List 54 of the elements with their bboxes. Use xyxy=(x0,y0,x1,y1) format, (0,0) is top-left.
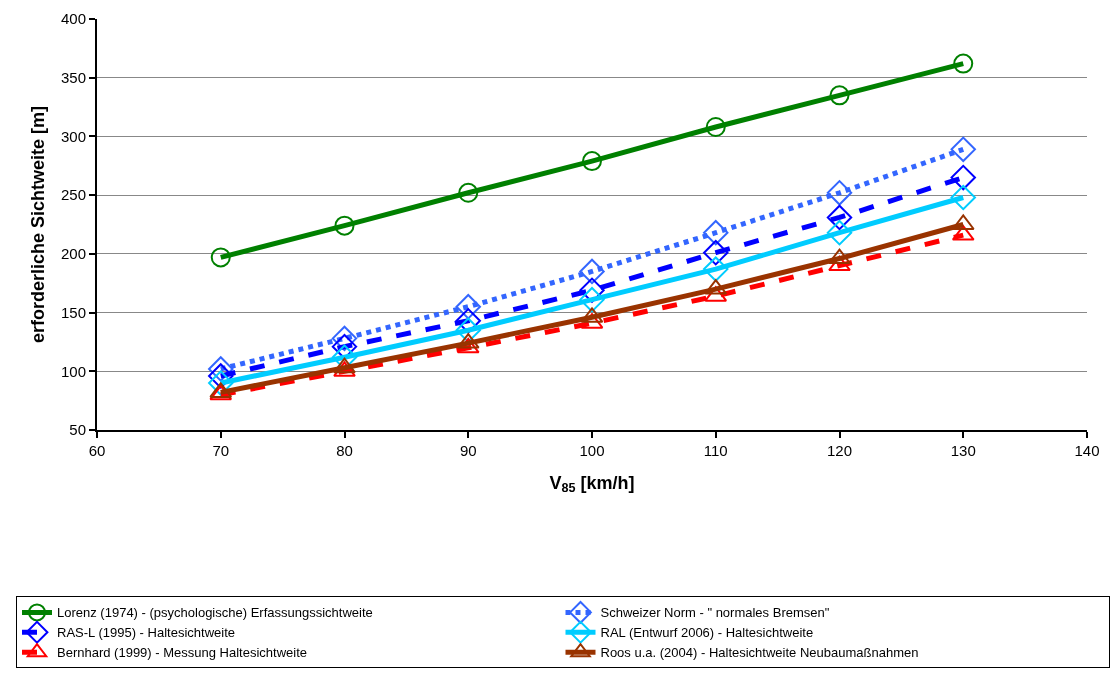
legend-label: RAS-L (1995) - Haltesichtweite xyxy=(57,625,235,641)
x-tick-label: 100 xyxy=(579,442,605,459)
x-tick-label: 140 xyxy=(1074,442,1100,459)
point xyxy=(582,151,602,172)
x-tick-label: 80 xyxy=(336,442,353,459)
point xyxy=(826,220,853,246)
point xyxy=(455,294,481,320)
point xyxy=(331,325,358,352)
point xyxy=(703,220,729,246)
point xyxy=(208,370,234,396)
point xyxy=(950,136,976,163)
point xyxy=(208,356,234,382)
x-tick-label: 60 xyxy=(88,442,106,459)
y-tick-label: 250 xyxy=(60,186,86,204)
point xyxy=(458,182,479,203)
point xyxy=(829,85,850,106)
y-tick-label: 400 xyxy=(60,10,86,28)
x-tick-label: 90 xyxy=(459,442,477,459)
point xyxy=(950,184,976,211)
point xyxy=(828,255,851,272)
x-tick-label: 110 xyxy=(703,442,728,459)
point xyxy=(579,277,605,303)
point xyxy=(455,308,481,334)
point xyxy=(826,204,853,231)
point xyxy=(703,256,729,282)
point xyxy=(334,215,355,236)
point xyxy=(210,247,231,268)
point xyxy=(703,239,729,266)
y-tick-label: 50 xyxy=(69,421,86,439)
point xyxy=(456,337,480,354)
y-tick-label: 200 xyxy=(60,245,86,263)
y-tick-label: 150 xyxy=(60,303,86,321)
y-axis-title: erforderliche Sichtweite [m] xyxy=(27,105,48,344)
point xyxy=(826,180,853,206)
point xyxy=(208,363,234,389)
y-tick-label: 300 xyxy=(60,127,86,145)
legend-label: Schweizer Norm - " normales Bremsen" xyxy=(600,605,830,621)
y-tick-label: 100 xyxy=(60,362,86,380)
point xyxy=(579,286,605,313)
x-tick-label: 120 xyxy=(826,442,853,459)
legend-label: Lorenz (1974) - (psychologische) Erfassungssichtweite xyxy=(57,605,373,621)
legend-label: Roos u.a. (2004) - Haltesichtweite Neubaumaßnahmen xyxy=(600,645,919,661)
legend-label: Bernhard (1999) - Messung Haltesichtweite xyxy=(57,645,308,661)
point xyxy=(828,248,851,265)
y-tick-label: 350 xyxy=(60,68,86,86)
point xyxy=(579,258,605,285)
point xyxy=(950,164,976,191)
legend-label: RAL (Entwurf 2006) - Haltesichtweite xyxy=(600,625,814,641)
point xyxy=(953,53,974,74)
point xyxy=(455,317,481,343)
point xyxy=(705,117,726,138)
x-tick-label: 70 xyxy=(212,442,230,459)
x-tick-label: 130 xyxy=(950,442,976,459)
x-axis-title: V$_{85}$ [km/h] xyxy=(549,472,635,496)
